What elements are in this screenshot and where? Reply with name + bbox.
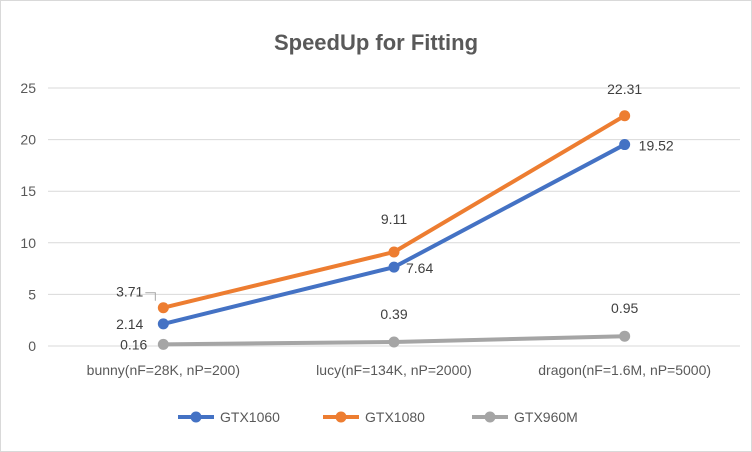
data-label-gtx1060: 19.52 <box>639 138 674 154</box>
data-point-gtx1060 <box>388 261 400 273</box>
data-label-gtx1080: 9.11 <box>381 211 407 227</box>
data-point-gtx1080 <box>157 302 169 314</box>
series-line-gtx1060 <box>161 142 627 326</box>
data-point-gtx960m <box>157 338 169 350</box>
data-point-gtx1060 <box>619 139 631 151</box>
y-tick-label: 10 <box>20 235 36 251</box>
data-labels: 2.14 7.64 19.52 3.71 9.11 22.31 0.16 0.39 0.95 <box>116 81 674 353</box>
legend-item-gtx1080: GTX1080 <box>323 409 425 425</box>
legend-label-gtx1060: GTX1060 <box>220 409 280 425</box>
legend-item-gtx1060: GTX1060 <box>178 409 280 425</box>
y-tick-label: 15 <box>20 183 36 199</box>
label-leader-line <box>145 292 156 301</box>
data-label-gtx1080: 22.31 <box>607 81 642 97</box>
y-tick-label: 5 <box>28 286 36 302</box>
data-point-gtx960m <box>619 330 631 342</box>
y-axis-tick-labels: 0 5 10 15 20 25 <box>20 80 36 354</box>
data-point-gtx1060 <box>157 318 169 330</box>
x-tick-label: bunny(nF=28K, nP=200) <box>87 362 240 378</box>
legend-marker-gtx1060 <box>190 411 202 423</box>
x-tick-label: dragon(nF=1.6M, nP=5000) <box>538 362 711 378</box>
data-point-gtx1080 <box>619 110 631 122</box>
x-axis-tick-labels: bunny(nF=28K, nP=200) lucy(nF=134K, nP=20… <box>87 362 711 378</box>
legend-label-gtx1080: GTX1080 <box>365 409 425 425</box>
series-lines <box>157 110 631 350</box>
data-label-gtx960m: 0.16 <box>120 336 147 352</box>
data-label-gtx1060: 2.14 <box>116 316 143 332</box>
data-point-gtx960m <box>388 336 400 348</box>
data-label-gtx1080: 3.71 <box>116 284 143 300</box>
legend-label-gtx960m: GTX960M <box>514 409 578 425</box>
y-tick-label: 25 <box>20 80 36 96</box>
y-tick-label: 20 <box>20 132 36 148</box>
legend: GTX1060 GTX1080 GTX960M <box>178 409 578 425</box>
y-tick-label: 0 <box>28 338 36 354</box>
x-tick-label: lucy(nF=134K, nP=2000) <box>316 362 472 378</box>
chart-title: SpeedUp for Fitting <box>274 30 478 55</box>
data-label-gtx1060: 7.64 <box>406 260 433 276</box>
data-point-gtx1080 <box>388 246 400 258</box>
legend-marker-gtx960m <box>484 411 496 423</box>
legend-marker-gtx1080 <box>335 411 347 423</box>
legend-item-gtx960m: GTX960M <box>472 409 578 425</box>
data-label-gtx960m: 0.95 <box>611 300 638 316</box>
data-label-gtx960m: 0.39 <box>380 306 407 322</box>
